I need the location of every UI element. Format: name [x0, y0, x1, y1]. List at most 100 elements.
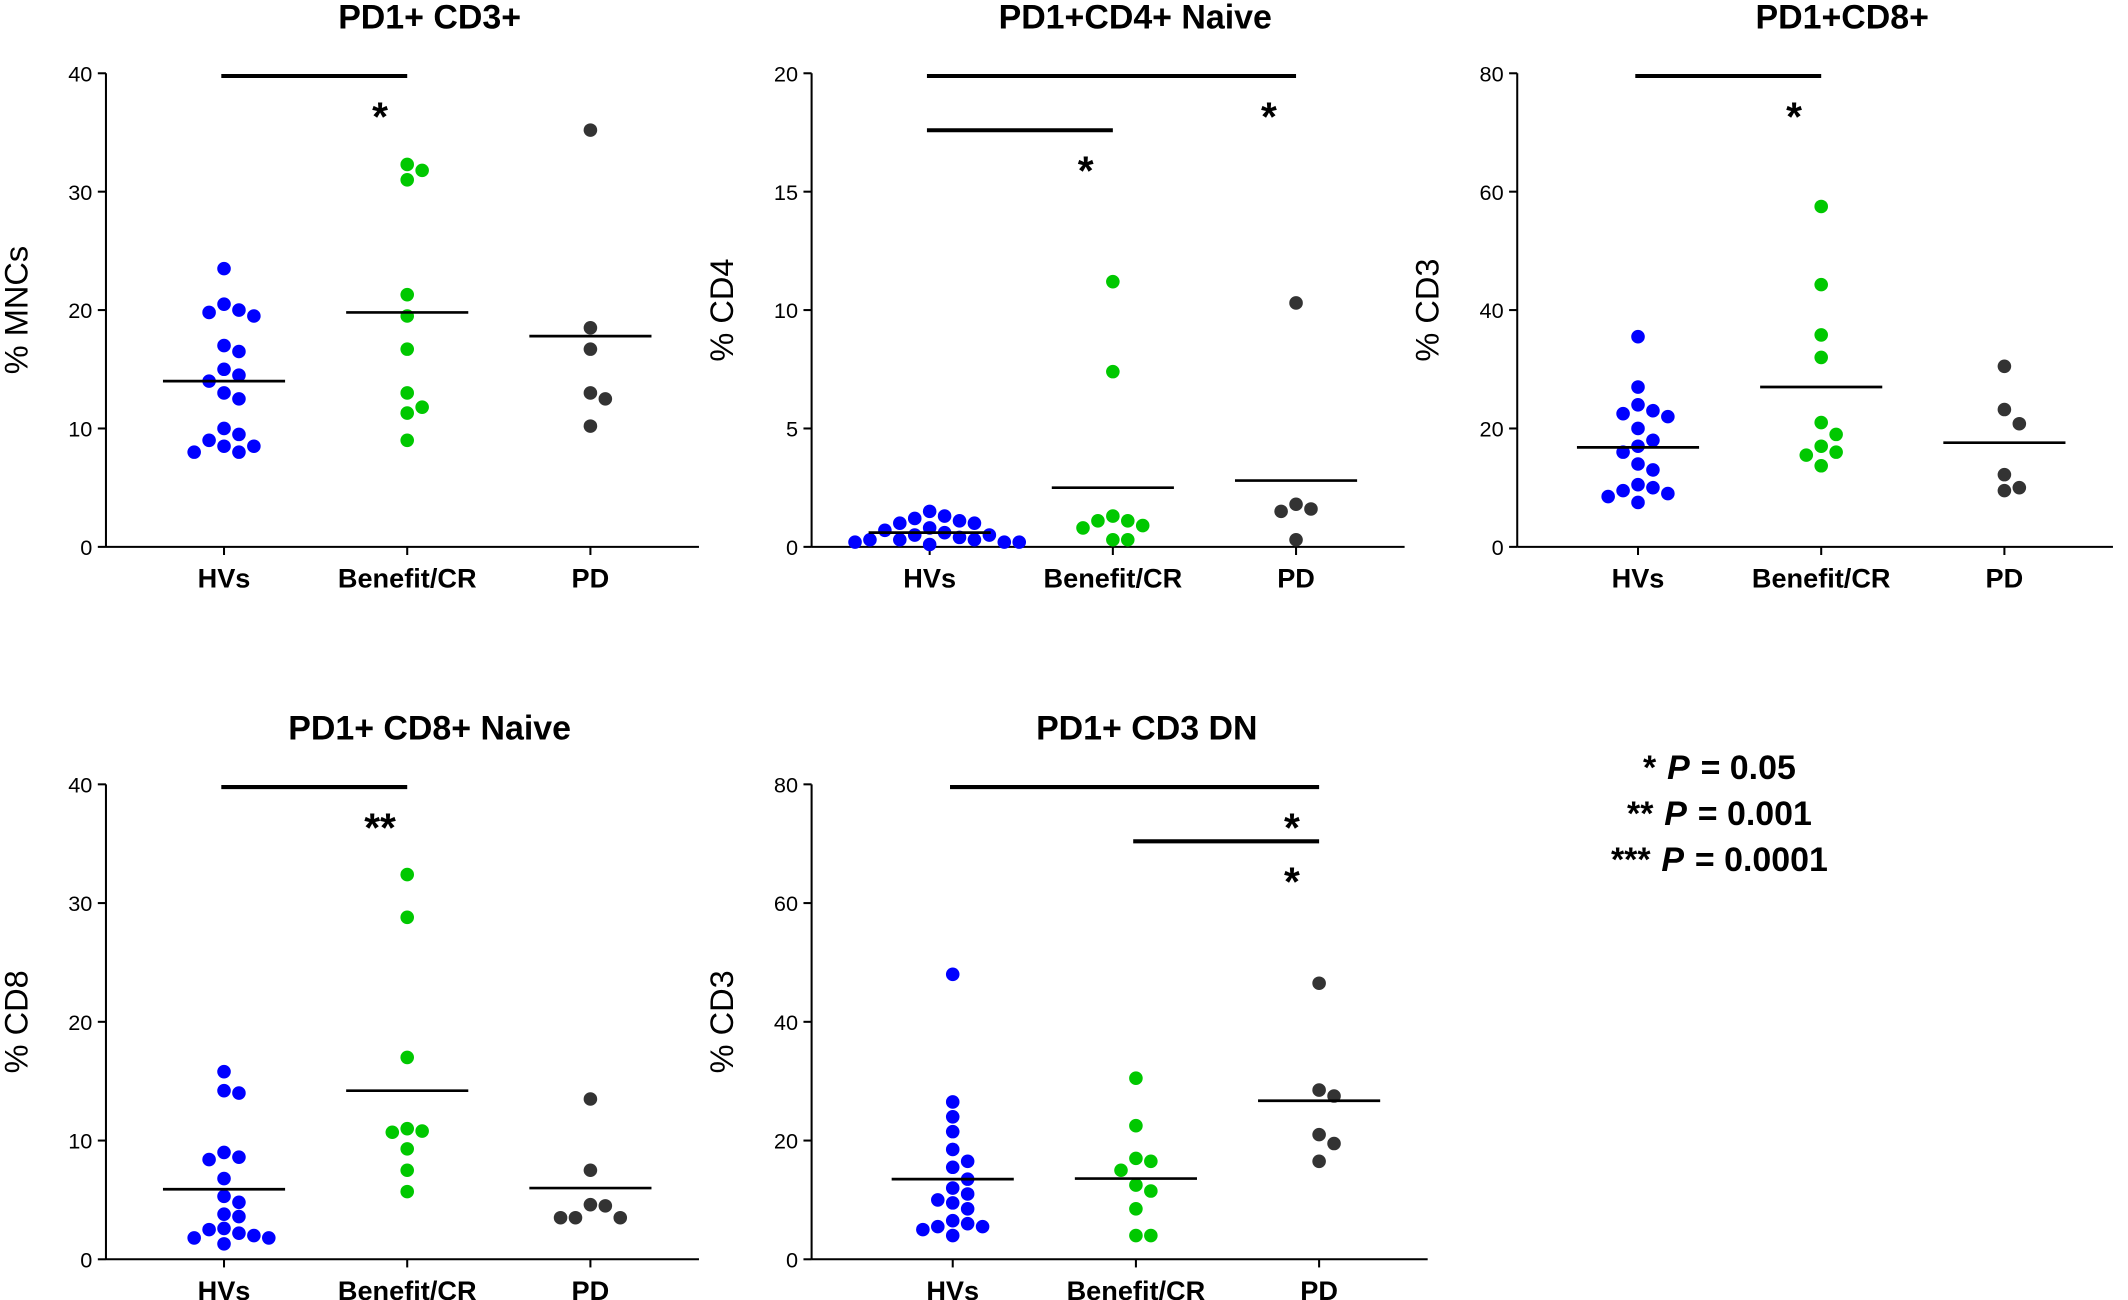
- data-point: [568, 1210, 583, 1225]
- data-point: [945, 1181, 960, 1195]
- data-point: [1997, 402, 2012, 417]
- data-point: [400, 342, 414, 356]
- data-point: [1327, 1136, 1341, 1151]
- legend-stars: *: [1643, 749, 1657, 787]
- data-point: [1106, 509, 1120, 523]
- data-point: [975, 1219, 990, 1234]
- legend-stars: ***: [1611, 841, 1651, 879]
- y-tick-label: 40: [774, 1010, 798, 1035]
- data-point: [400, 910, 414, 925]
- data-point: [187, 1231, 201, 1245]
- x-tick-label: Benefit/CR: [338, 563, 477, 594]
- data-point: [922, 504, 937, 519]
- data-point: [1129, 1228, 1143, 1243]
- legend-symbol: P: [1667, 749, 1690, 787]
- data-point: [982, 528, 997, 542]
- data-point: [217, 1207, 231, 1221]
- data-point: [217, 1145, 231, 1160]
- data-point: [247, 1228, 261, 1243]
- data-point: [202, 1222, 216, 1237]
- y-tick-label: 10: [774, 298, 798, 323]
- data-point: [878, 523, 892, 538]
- data-point: [1646, 480, 1660, 495]
- legend-value: = 0.05: [1701, 749, 1796, 787]
- data-point: [1106, 274, 1120, 289]
- legend-entry: *** P = 0.0001: [1611, 841, 1828, 879]
- data-point: [202, 1152, 216, 1167]
- data-point: [217, 421, 231, 436]
- data-point: [232, 303, 246, 317]
- x-tick-label: Benefit/CR: [1044, 563, 1183, 594]
- data-point: [863, 532, 877, 547]
- data-point: [400, 1050, 414, 1065]
- y-axis-label: % MNCs: [0, 246, 34, 374]
- data-point: [1829, 445, 1843, 459]
- data-point: [583, 123, 598, 137]
- y-tick-label: 30: [68, 180, 92, 205]
- data-point: [937, 509, 952, 523]
- data-point: [415, 1124, 429, 1138]
- y-tick-label: 20: [774, 1129, 798, 1154]
- legend: * P = 0.05** P = 0.001*** P = 0.0001: [1611, 749, 1828, 879]
- data-point: [945, 1196, 960, 1210]
- legend-value: = 0.0001: [1695, 841, 1828, 879]
- chart-title: PD1+ CD3+: [338, 0, 521, 36]
- data-point: [967, 532, 982, 547]
- data-point: [217, 297, 231, 311]
- data-point: [922, 537, 937, 552]
- data-point: [1129, 1178, 1143, 1192]
- data-point: [1661, 486, 1675, 501]
- data-point: [400, 1121, 414, 1136]
- data-point: [232, 445, 246, 459]
- legend-symbol: P: [1661, 841, 1684, 879]
- data-point: [232, 392, 246, 406]
- y-axis-label: % CD3: [704, 970, 740, 1073]
- data-point: [1129, 1202, 1143, 1216]
- data-point: [945, 1213, 960, 1228]
- significance-label: **: [364, 804, 396, 850]
- data-point: [1106, 532, 1120, 547]
- data-point: [1289, 497, 1303, 512]
- data-point: [1289, 296, 1303, 310]
- data-point: [400, 433, 414, 448]
- y-tick-label: 10: [68, 417, 92, 442]
- data-point: [1631, 495, 1645, 510]
- significance-label: *: [1261, 93, 1277, 139]
- data-point: [202, 433, 216, 448]
- y-tick-label: 0: [786, 1247, 798, 1272]
- significance-label: *: [1786, 93, 1802, 139]
- data-point: [232, 1150, 246, 1164]
- data-point: [1129, 1118, 1143, 1133]
- y-tick-label: 40: [68, 61, 92, 86]
- data-point: [217, 1171, 231, 1186]
- data-point: [945, 1228, 960, 1243]
- data-point: [1799, 448, 1814, 462]
- data-point: [1616, 483, 1630, 498]
- y-tick-label: 40: [68, 772, 92, 797]
- data-point: [960, 1202, 975, 1216]
- data-point: [1646, 433, 1660, 448]
- panel: PD1+ CD8+ Naive % CD8 0 10 20 30 40 HVs Benefit/…: [0, 710, 699, 1300]
- chart-title: PD1+CD4+ Naive: [999, 0, 1272, 36]
- legend-value: = 0.001: [1698, 795, 1812, 833]
- data-point: [217, 386, 231, 400]
- data-point: [1631, 329, 1645, 344]
- data-point: [1631, 477, 1645, 492]
- data-point: [960, 1154, 975, 1169]
- y-tick-label: 10: [68, 1129, 92, 1154]
- data-point: [945, 1160, 960, 1175]
- data-point: [1076, 521, 1090, 535]
- data-point: [931, 1193, 945, 1207]
- data-point: [400, 406, 414, 420]
- x-tick-label: Benefit/CR: [1752, 563, 1891, 594]
- data-point: [967, 516, 982, 530]
- data-point: [232, 1086, 246, 1100]
- data-point: [931, 1219, 945, 1234]
- data-point: [1144, 1154, 1158, 1169]
- data-point: [1274, 504, 1288, 519]
- data-point: [217, 1221, 231, 1236]
- data-point: [1814, 350, 1828, 365]
- x-tick-label: HVs: [198, 563, 251, 594]
- data-point: [217, 1083, 231, 1098]
- data-point: [217, 439, 231, 454]
